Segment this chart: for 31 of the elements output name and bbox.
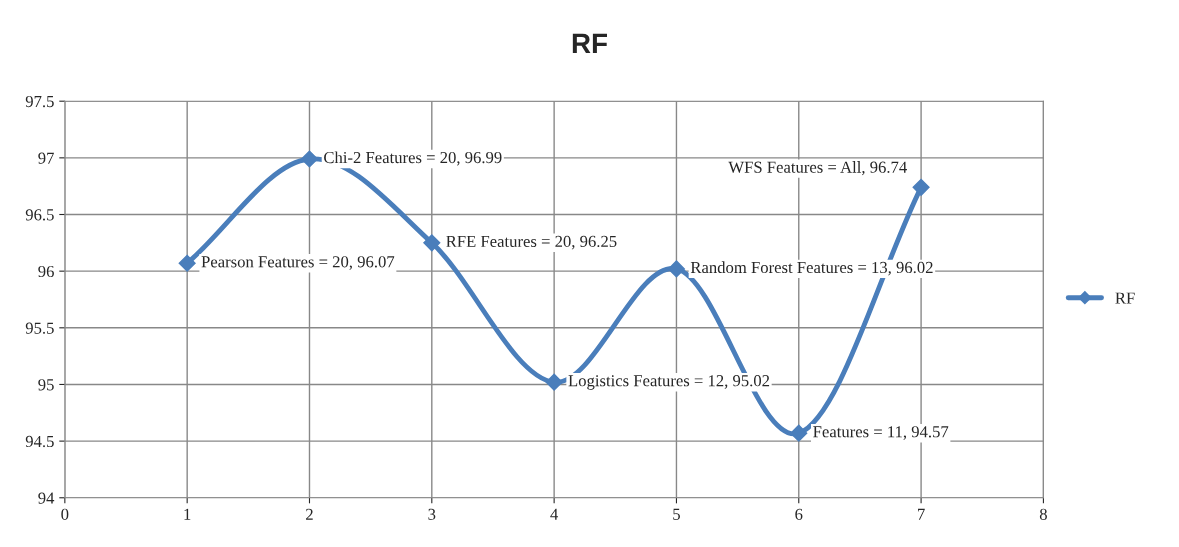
point — [178, 254, 196, 272]
y-tick-label: 95.5 — [25, 322, 54, 334]
x-tick-label: 2 — [306, 508, 313, 520]
point — [423, 234, 441, 252]
y-tick-label: 96 — [38, 265, 54, 278]
x-tick-label: 0 — [61, 508, 69, 520]
annotation: Chi-2 Features = 20, 96.99 — [324, 151, 502, 166]
y-tick-label: 97.5 — [25, 95, 54, 108]
x-tick-label: 6 — [795, 508, 803, 520]
y-tick-label: 94.5 — [25, 435, 54, 448]
point — [790, 424, 808, 442]
x-tick-label: 5 — [673, 508, 680, 520]
x-tick-label: 3 — [428, 508, 436, 520]
annotation: Features = 11, 94.57 — [813, 426, 949, 440]
y-tick-label: 95 — [38, 379, 54, 391]
annotation: RFE Features = 20, 96.25 — [446, 235, 617, 250]
y-tick-label: 96.5 — [25, 209, 54, 221]
annotation: Logistics Features = 12, 95.02 — [568, 375, 770, 390]
chart-title: RF — [572, 33, 607, 53]
x-tick-label: 4 — [550, 508, 559, 520]
legend-label: RF — [1115, 292, 1135, 304]
annotation: WFS Features = All, 96.74 — [728, 161, 907, 176]
point — [912, 178, 930, 196]
x-tick-label: 7 — [918, 508, 925, 520]
x-tick-label: 8 — [1039, 508, 1047, 520]
annotation: Pearson Features = 20, 96.07 — [201, 256, 395, 270]
annotation: Random Forest Features = 13, 96.02 — [690, 261, 933, 276]
y-tick-label: 97 — [38, 152, 54, 164]
y-tick-label: 94 — [38, 492, 55, 504]
x-tick-label: 1 — [184, 508, 191, 520]
point — [545, 373, 563, 391]
